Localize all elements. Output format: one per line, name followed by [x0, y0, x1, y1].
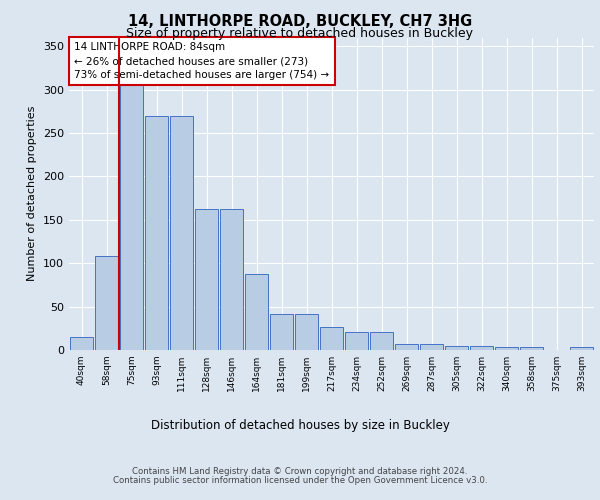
Bar: [70, 337, 94, 350]
Bar: [320, 326, 343, 350]
Bar: [370, 332, 394, 350]
Text: Distribution of detached houses by size in Buckley: Distribution of detached houses by size …: [151, 420, 449, 432]
Text: Contains HM Land Registry data © Crown copyright and database right 2024.: Contains HM Land Registry data © Crown c…: [132, 467, 468, 476]
Bar: [269, 314, 293, 350]
Bar: [95, 256, 118, 350]
Bar: [344, 332, 368, 350]
Bar: [494, 348, 518, 350]
Bar: [470, 346, 493, 350]
Bar: [194, 208, 218, 350]
Bar: [245, 274, 268, 350]
Bar: [119, 64, 143, 350]
Bar: [445, 346, 469, 350]
Text: 14 LINTHORPE ROAD: 84sqm
← 26% of detached houses are smaller (273)
73% of semi-: 14 LINTHORPE ROAD: 84sqm ← 26% of detach…: [74, 42, 329, 80]
Text: Size of property relative to detached houses in Buckley: Size of property relative to detached ho…: [127, 28, 473, 40]
Bar: [395, 344, 418, 350]
Bar: [295, 314, 319, 350]
Y-axis label: Number of detached properties: Number of detached properties: [28, 106, 37, 282]
Bar: [569, 348, 593, 350]
Text: Contains public sector information licensed under the Open Government Licence v3: Contains public sector information licen…: [113, 476, 487, 485]
Bar: [419, 344, 443, 350]
Bar: [220, 208, 244, 350]
Bar: [520, 348, 544, 350]
Bar: [170, 116, 193, 350]
Text: 14, LINTHORPE ROAD, BUCKLEY, CH7 3HG: 14, LINTHORPE ROAD, BUCKLEY, CH7 3HG: [128, 14, 472, 29]
Bar: [145, 116, 169, 350]
